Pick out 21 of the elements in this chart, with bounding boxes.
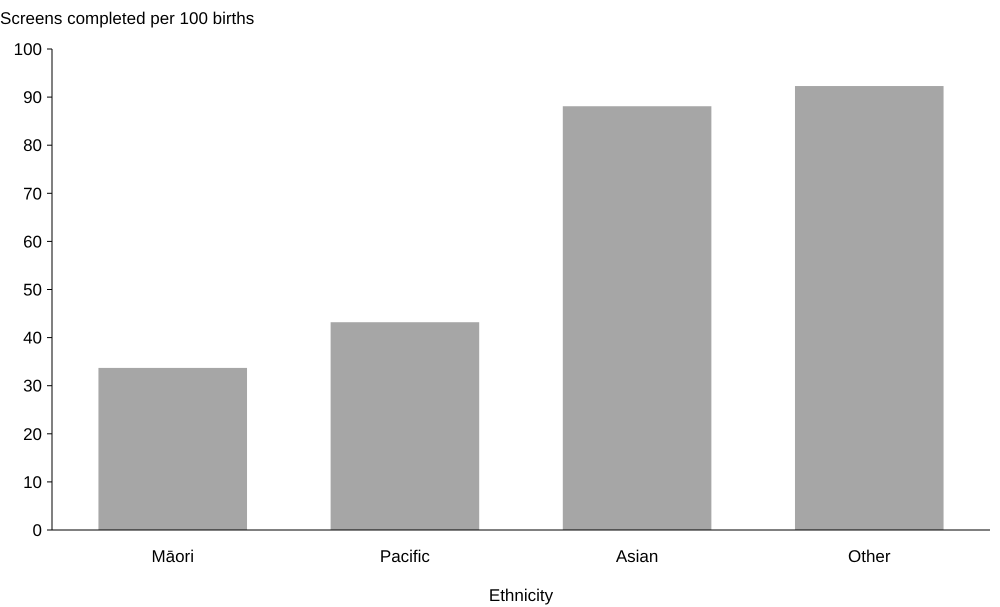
x-tick-label: Māori — [151, 547, 194, 566]
x-tick-label: Other — [848, 547, 891, 566]
y-tick-label: 30 — [23, 376, 42, 396]
bar — [330, 322, 480, 530]
bar — [562, 106, 712, 530]
x-tick-label: Pacific — [380, 547, 430, 566]
y-tick-label: 10 — [23, 472, 42, 492]
y-tick-label: 90 — [23, 88, 42, 108]
y-tick-label: 20 — [23, 424, 42, 444]
x-tick-label: Asian — [616, 547, 658, 566]
y-axis-title: Screens completed per 100 births — [0, 9, 254, 28]
y-tick-label: 80 — [23, 136, 42, 156]
bar — [794, 86, 944, 530]
y-tick-label: 0 — [32, 520, 42, 540]
x-axis-title: Ethnicity — [488, 586, 554, 605]
y-tick-label: 60 — [23, 232, 42, 252]
y-tick-label: 50 — [23, 280, 42, 300]
y-tick-label: 40 — [23, 328, 42, 348]
y-tick-label: 70 — [23, 184, 42, 204]
bar — [98, 368, 248, 530]
y-tick-label: 100 — [14, 40, 42, 59]
